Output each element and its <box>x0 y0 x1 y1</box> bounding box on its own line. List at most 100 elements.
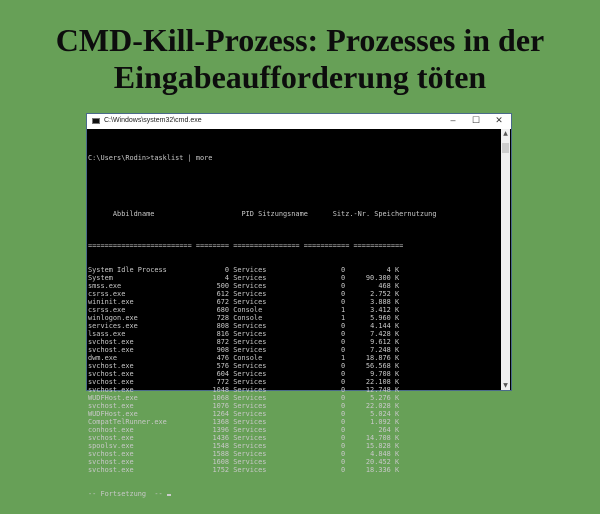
session-name: Services <box>233 402 267 410</box>
pid: 4 <box>224 274 230 282</box>
window-title: C:\Windows\system32\cmd.exe <box>104 117 202 124</box>
memory-usage: 56.568 K <box>365 362 400 370</box>
process-name: spoolsv.exe <box>88 442 134 450</box>
pid: 728 <box>216 314 230 322</box>
session-number: 0 <box>341 418 346 426</box>
vertical-scrollbar[interactable]: ▲ ▼ <box>501 129 510 390</box>
session-number: 0 <box>341 402 346 410</box>
process-name: svchost.exe <box>88 450 134 458</box>
table-row: System Idle Process 0 Services 0 4 K <box>88 266 424 274</box>
session-name: Services <box>233 458 267 466</box>
memory-usage: 264 K <box>378 426 400 434</box>
memory-usage: 18.336 K <box>365 466 400 474</box>
table-row: CompatTelRunner.exe 1368 Services 0 1.092 K <box>88 418 424 426</box>
session-name: Services <box>233 426 267 434</box>
title-line-2: Eingabeaufforderung töten <box>113 59 487 95</box>
process-name: smss.exe <box>88 282 122 290</box>
process-name: winlogon.exe <box>88 314 138 322</box>
session-name: Services <box>233 274 267 282</box>
session-number: 0 <box>341 362 346 370</box>
process-name: WUDFHost.exe <box>88 410 138 418</box>
memory-usage: 5.276 K <box>370 394 400 402</box>
session-number: 0 <box>341 338 346 346</box>
table-row: svchost.exe 1588 Services 0 4.848 K <box>88 450 424 458</box>
memory-usage: 1.092 K <box>370 418 400 426</box>
session-number: 0 <box>341 458 346 466</box>
table-header: Abbildname PID Sitzungsname Sitz.-Nr. Speich… <box>88 202 437 226</box>
process-name: svchost.exe <box>88 466 134 474</box>
memory-usage: 7.248 K <box>370 346 400 354</box>
session-name: Services <box>233 410 267 418</box>
process-name: svchost.exe <box>88 434 134 442</box>
session-number: 0 <box>341 266 346 274</box>
memory-usage: 20.452 K <box>365 458 400 466</box>
process-name: svchost.exe <box>88 362 134 370</box>
header-name: Abbildname <box>112 210 155 218</box>
session-name: Services <box>233 466 267 474</box>
session-name: Services <box>233 394 267 402</box>
process-name: svchost.exe <box>88 370 134 378</box>
close-button[interactable]: ✕ <box>495 115 503 125</box>
session-number: 1 <box>341 306 346 314</box>
session-number: 0 <box>341 290 346 298</box>
process-name: svchost.exe <box>88 458 134 466</box>
memory-usage: 7.428 K <box>370 330 400 338</box>
scroll-up-icon[interactable]: ▲ <box>503 130 508 137</box>
pid: 816 <box>216 330 230 338</box>
table-row: svchost.exe 908 Services 0 7.248 K <box>88 346 424 354</box>
pid: 1076 <box>212 402 230 410</box>
scrollbar-thumb[interactable] <box>502 143 509 153</box>
session-number: 0 <box>341 346 346 354</box>
session-number: 0 <box>341 442 346 450</box>
memory-usage: 4.144 K <box>370 322 400 330</box>
table-row: WUDFHost.exe 1264 Services 0 5.024 K <box>88 410 424 418</box>
process-name: WUDFHost.exe <box>88 394 138 402</box>
session-number: 0 <box>341 370 346 378</box>
session-name: Services <box>233 442 267 450</box>
header-separator: ========================= ======== =====… <box>88 242 404 250</box>
maximize-button[interactable]: ☐ <box>471 115 481 125</box>
memory-usage: 15.828 K <box>365 442 400 450</box>
process-name: svchost.exe <box>88 338 134 346</box>
session-number: 1 <box>341 354 346 362</box>
table-row: csrss.exe 612 Services 0 2.752 K <box>88 290 424 298</box>
pid: 1048 <box>212 386 230 394</box>
session-number: 0 <box>341 394 346 402</box>
pid: 808 <box>216 322 230 330</box>
session-number: 0 <box>341 410 346 418</box>
table-row: spoolsv.exe 1548 Services 0 15.828 K <box>88 442 424 450</box>
table-row: smss.exe 500 Services 0 468 K <box>88 282 424 290</box>
memory-usage: 90.300 K <box>365 274 400 282</box>
memory-usage: 5.024 K <box>370 410 400 418</box>
session-name: Services <box>233 338 267 346</box>
cmd-icon <box>92 118 100 124</box>
session-name: Services <box>233 362 267 370</box>
pid: 576 <box>216 362 230 370</box>
process-name: svchost.exe <box>88 402 134 410</box>
window-titlebar[interactable]: C:\Windows\system32\cmd.exe – ☐ ✕ <box>87 114 511 129</box>
session-name: Services <box>233 450 267 458</box>
memory-usage: 22.108 K <box>365 378 400 386</box>
process-name: conhost.exe <box>88 426 134 434</box>
memory-usage: 14.708 K <box>365 434 400 442</box>
pid: 604 <box>216 370 230 378</box>
process-name: csrss.exe <box>88 306 126 314</box>
session-number: 0 <box>341 378 346 386</box>
page-title: CMD-Kill-Prozess: Prozesses in der Einga… <box>0 22 600 96</box>
minimize-button[interactable]: – <box>450 115 456 125</box>
table-row: svchost.exe 1048 Services 0 12.748 K <box>88 386 424 394</box>
header-session: Sitzungsname <box>258 210 308 218</box>
more-prompt: -- Fortsetzung -- <box>88 490 424 498</box>
table-row: svchost.exe 604 Services 0 9.708 K <box>88 370 424 378</box>
process-name: svchost.exe <box>88 378 134 386</box>
table-row: svchost.exe 1752 Services 0 18.336 K <box>88 466 424 474</box>
session-name: Services <box>233 298 267 306</box>
session-name: Services <box>233 434 267 442</box>
pid: 1264 <box>212 410 230 418</box>
pid: 476 <box>216 354 230 362</box>
scroll-down-icon[interactable]: ▼ <box>503 382 508 389</box>
pid: 1436 <box>212 434 230 442</box>
console-output[interactable]: C:\Users\Rodin>tasklist | more ​ Abbildn… <box>88 138 437 514</box>
pid: 1752 <box>212 466 230 474</box>
session-number: 0 <box>341 450 346 458</box>
